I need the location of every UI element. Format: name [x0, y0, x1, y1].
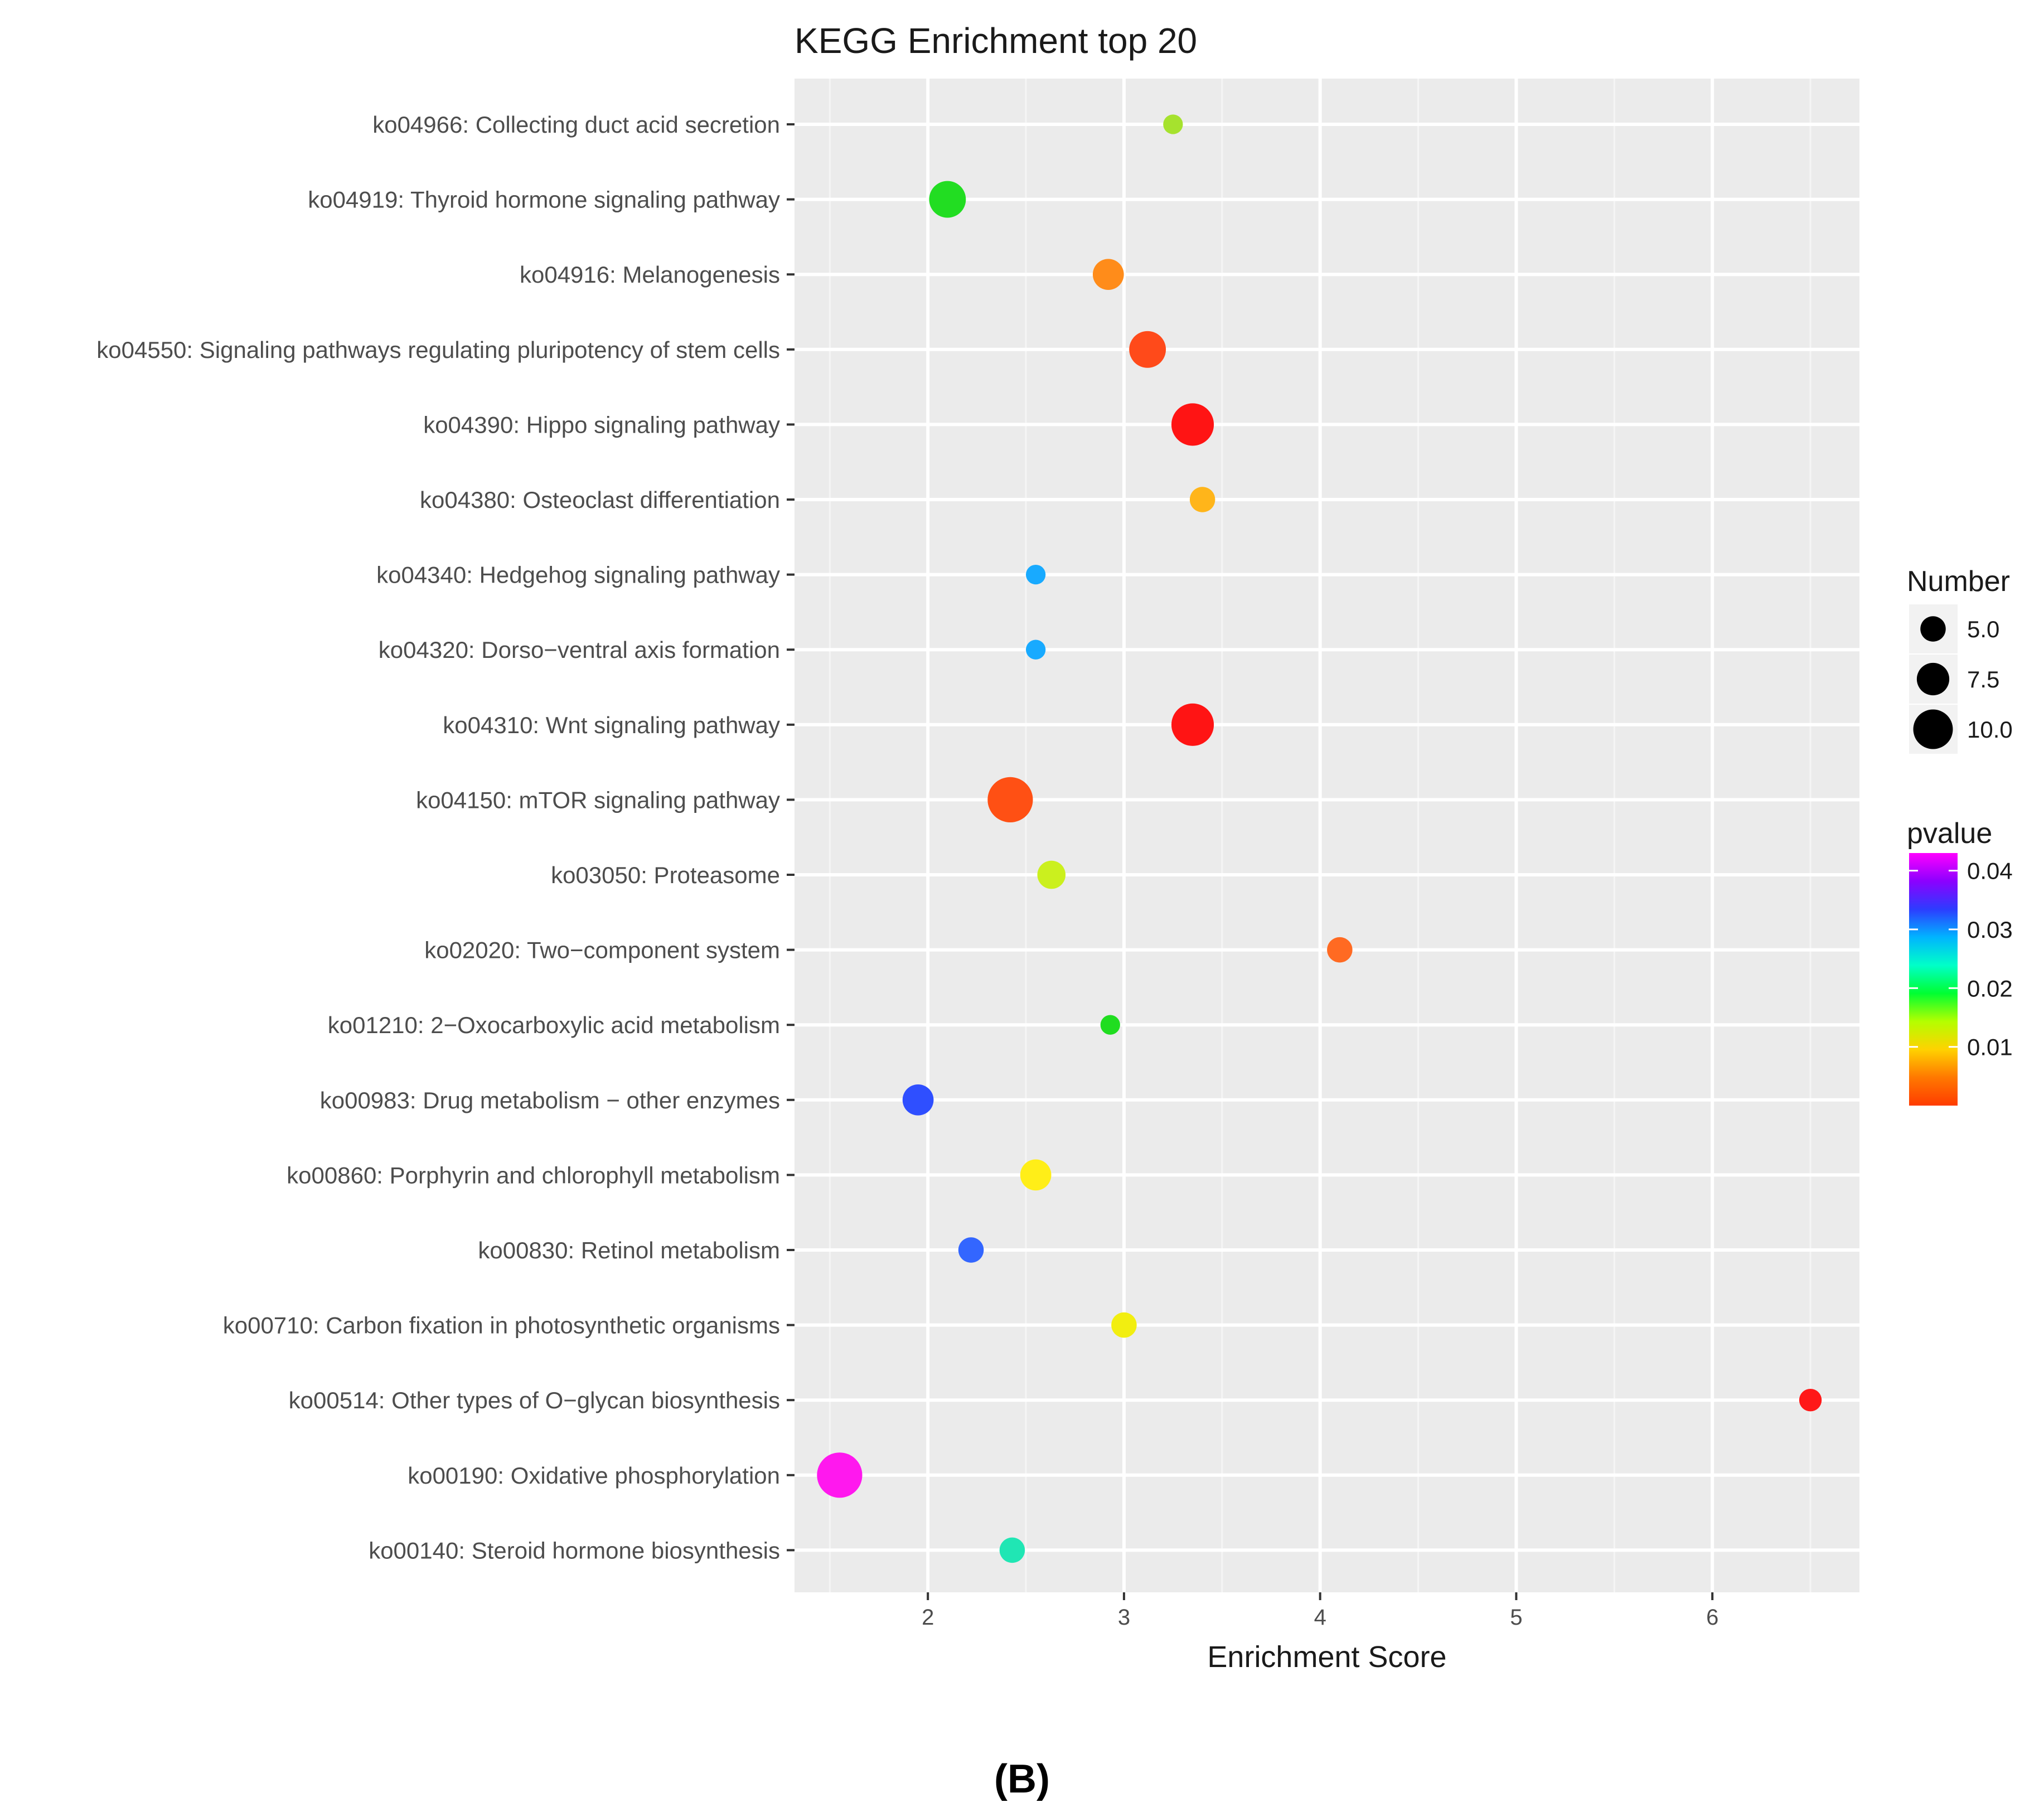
x-tick-label: 6: [1706, 1605, 1718, 1630]
colorbar-label: 0.01: [1967, 1034, 2013, 1060]
chart-title: KEGG Enrichment top 20: [795, 21, 1197, 61]
data-point: [1026, 564, 1046, 585]
y-tick-label: ko04390: Hippo signaling pathway: [423, 411, 780, 438]
y-tick-label: ko00190: Oxidative phosphorylation: [408, 1462, 780, 1489]
y-tick-label: ko00140: Steroid hormone biosynthesis: [369, 1537, 780, 1563]
y-tick-label: ko00710: Carbon fixation in photosynthet…: [223, 1312, 780, 1339]
colorbar-label: 0.03: [1967, 917, 2013, 943]
data-point: [1327, 937, 1353, 963]
size-legend-dot: [1913, 709, 1953, 749]
data-point: [987, 777, 1033, 822]
y-tick-label: ko04150: mTOR signaling pathway: [416, 787, 780, 813]
y-tick-label: ko00860: Porphyrin and chlorophyll metab…: [287, 1162, 780, 1188]
pvalue-colorbar: [1909, 853, 1958, 1106]
color-legend-title: pvalue: [1907, 817, 1992, 850]
data-point: [1171, 703, 1214, 746]
color-legend: pvalue 0.04 0.03 0.02 0.01: [1907, 817, 2013, 1106]
data-point: [1171, 403, 1214, 446]
x-tick-label: 4: [1314, 1605, 1326, 1630]
y-tick-label: ko04380: Osteoclast differentiation: [420, 487, 780, 513]
data-points: [817, 114, 1822, 1563]
size-legend-dot: [1916, 662, 1950, 696]
data-point: [817, 1452, 863, 1498]
y-tick-label: ko04966: Collecting duct acid secretion: [372, 112, 780, 138]
plot-panel: [795, 79, 1859, 1592]
size-legend-dot: [1920, 616, 1946, 642]
data-point: [1129, 331, 1166, 368]
y-tick-label: ko00514: Other types of O−glycan biosynt…: [289, 1387, 780, 1413]
grid-major: [795, 79, 1859, 1592]
y-tick-label: ko04320: Dorso−ventral axis formation: [379, 637, 780, 663]
x-tick-label: 2: [922, 1605, 934, 1630]
data-point: [1037, 860, 1066, 889]
x-axis: 2 3 4 5 6: [922, 1592, 1718, 1630]
x-tick-label: 3: [1118, 1605, 1130, 1630]
data-point: [1163, 114, 1183, 134]
data-point: [1799, 1389, 1822, 1412]
data-point: [1189, 487, 1215, 512]
x-axis-title: Enrichment Score: [1207, 1640, 1446, 1674]
data-point: [999, 1537, 1025, 1563]
y-tick-label: ko04550: Signaling pathways regulating p…: [96, 337, 780, 363]
size-legend-title: Number: [1907, 565, 2010, 598]
size-legend-label: 7.5: [1967, 666, 1999, 692]
y-tick-label: ko00830: Retinol metabolism: [478, 1237, 780, 1263]
data-point: [929, 181, 966, 218]
data-point: [1111, 1312, 1137, 1338]
data-point: [1020, 1159, 1052, 1191]
y-tick-label: ko02020: Two−component system: [424, 937, 780, 963]
y-tick-label: ko04340: Hedgehog signaling pathway: [376, 562, 780, 588]
y-axis: ko04966: Collecting duct acid secretion k…: [96, 112, 795, 1563]
grid-minor: [829, 79, 1811, 1592]
data-point: [902, 1084, 934, 1116]
figure-caption: (B): [994, 1757, 1050, 1801]
y-tick-label: ko03050: Proteasome: [551, 862, 780, 888]
colorbar-label: 0.02: [1967, 975, 2013, 1001]
y-tick-label: ko01210: 2−Oxocarboxylic acid metabolism: [328, 1012, 780, 1038]
colorbar-label: 0.04: [1967, 858, 2013, 884]
data-point: [1026, 639, 1046, 660]
y-tick-label: ko04310: Wnt signaling pathway: [443, 712, 780, 738]
size-legend-label: 5.0: [1967, 616, 1999, 642]
y-tick-label: ko00983: Drug metabolism − other enzymes: [320, 1087, 780, 1113]
size-legend-label: 10.0: [1967, 716, 2013, 743]
data-point: [1100, 1015, 1120, 1035]
y-tick-label: ko04916: Melanogenesis: [520, 261, 780, 288]
data-point: [958, 1237, 984, 1263]
y-tick-label: ko04919: Thyroid hormone signaling pathw…: [308, 187, 780, 213]
size-legend: Number 5.0 7.5 10.0: [1907, 565, 2013, 754]
data-point: [1092, 259, 1124, 290]
x-tick-label: 5: [1510, 1605, 1522, 1630]
